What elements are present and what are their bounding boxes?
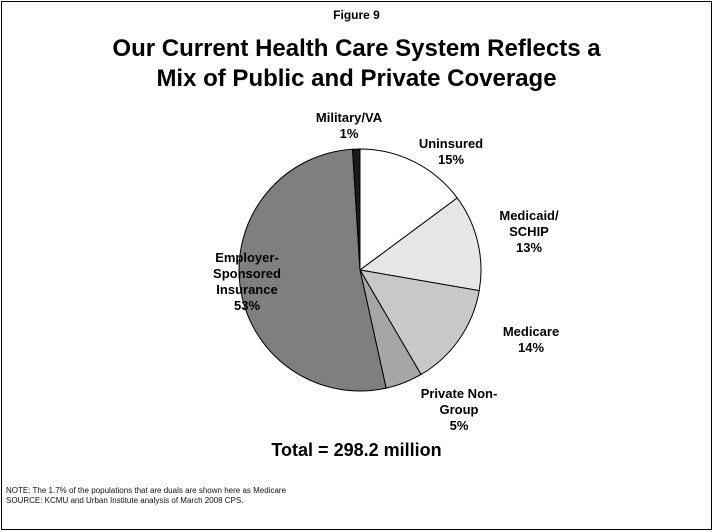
slice-medicaid: [358, 197, 482, 292]
slice-employer: [238, 148, 387, 392]
slice-military: [351, 148, 361, 271]
label-private-non-group: Private Non- Group 5%: [420, 386, 498, 433]
source-line: SOURCE: KCMU and Urban Institute analysi…: [6, 496, 244, 505]
label-employer: Employer- Sponsored Insurance 53%: [213, 250, 281, 313]
notes: NOTE: The 1.7% of the populations that a…: [6, 486, 286, 506]
label-medicaid: Medicaid/ SCHIP 13%: [499, 208, 559, 255]
slice-uninsured: [359, 148, 458, 271]
chart-title: Our Current Health Care System Reflects …: [2, 34, 711, 94]
chart-title-line-1: Our Current Health Care System Reflects …: [112, 35, 601, 62]
label-military: Military/VA 1%: [315, 110, 383, 141]
slice-medicare: [359, 269, 480, 376]
label-medicare: Medicare 14%: [502, 324, 560, 355]
figure-label: Figure 9: [333, 8, 380, 22]
note-line: NOTE: The 1.7% of the populations that a…: [6, 486, 287, 495]
chart-title-line-2: Mix of Public and Private Coverage: [156, 65, 557, 92]
label-uninsured: Uninsured 15%: [418, 136, 484, 167]
total-label: Total = 298.2 million: [271, 440, 442, 460]
